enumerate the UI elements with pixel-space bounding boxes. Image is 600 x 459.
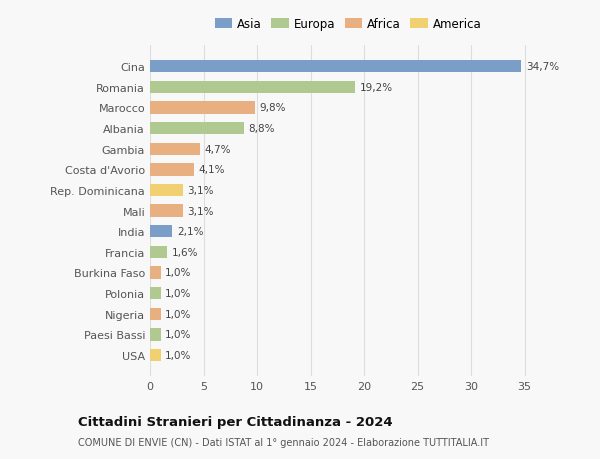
Bar <box>150 61 521 73</box>
Bar <box>150 82 355 94</box>
Text: 19,2%: 19,2% <box>360 83 393 93</box>
Bar <box>150 287 161 300</box>
Text: 2,1%: 2,1% <box>177 227 203 237</box>
Text: 1,6%: 1,6% <box>172 247 198 257</box>
Bar <box>150 329 161 341</box>
Text: 3,1%: 3,1% <box>187 206 214 216</box>
Text: 4,7%: 4,7% <box>205 145 231 154</box>
Text: 1,0%: 1,0% <box>165 350 191 360</box>
Bar <box>150 225 172 238</box>
Bar <box>150 185 183 197</box>
Text: 9,8%: 9,8% <box>259 103 286 113</box>
Text: Cittadini Stranieri per Cittadinanza - 2024: Cittadini Stranieri per Cittadinanza - 2… <box>78 415 392 428</box>
Bar <box>150 143 200 156</box>
Text: 34,7%: 34,7% <box>526 62 559 72</box>
Legend: Asia, Europa, Africa, America: Asia, Europa, Africa, America <box>212 16 484 34</box>
Text: 1,0%: 1,0% <box>165 330 191 340</box>
Text: 1,0%: 1,0% <box>165 288 191 298</box>
Text: 4,1%: 4,1% <box>198 165 224 175</box>
Bar <box>150 102 255 114</box>
Bar <box>150 349 161 361</box>
Text: COMUNE DI ENVIE (CN) - Dati ISTAT al 1° gennaio 2024 - Elaborazione TUTTITALIA.I: COMUNE DI ENVIE (CN) - Dati ISTAT al 1° … <box>78 437 489 447</box>
Text: 3,1%: 3,1% <box>187 185 214 196</box>
Bar <box>150 123 244 135</box>
Bar <box>150 308 161 320</box>
Text: 1,0%: 1,0% <box>165 268 191 278</box>
Bar <box>150 164 194 176</box>
Bar <box>150 267 161 279</box>
Bar <box>150 205 183 217</box>
Bar <box>150 246 167 258</box>
Text: 1,0%: 1,0% <box>165 309 191 319</box>
Text: 8,8%: 8,8% <box>248 124 275 134</box>
